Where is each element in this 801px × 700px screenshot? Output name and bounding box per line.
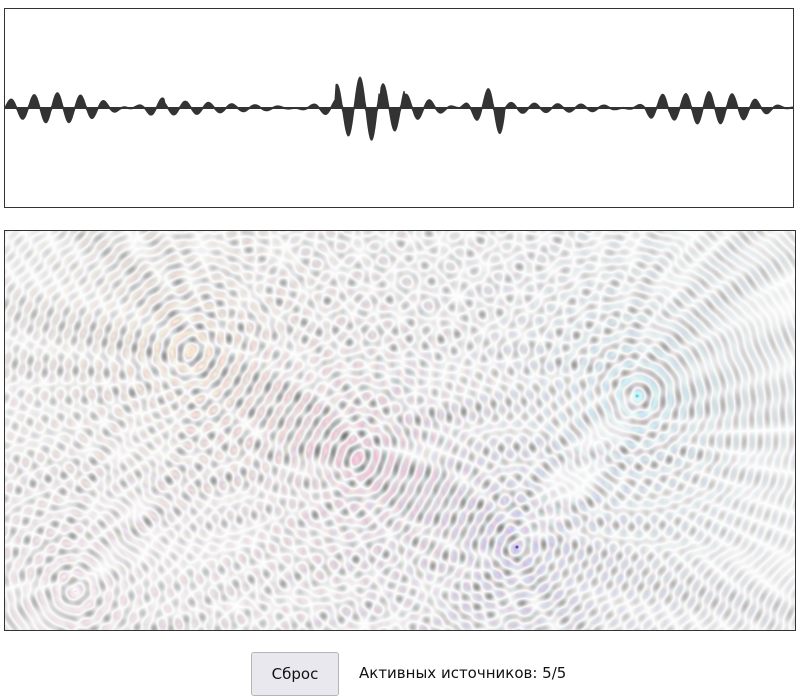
reset-button[interactable]: Сброс — [251, 652, 339, 696]
interference-field-canvas[interactable] — [5, 231, 795, 630]
waveform-panel — [4, 8, 794, 208]
active-sources-status: Активных источников: 5/5 — [359, 664, 567, 682]
interference-field[interactable] — [4, 230, 796, 631]
waveform-plot — [5, 9, 793, 207]
waveform-trace — [5, 76, 793, 141]
controls-bar: Сброс Активных источников: 5/5 — [0, 652, 801, 696]
